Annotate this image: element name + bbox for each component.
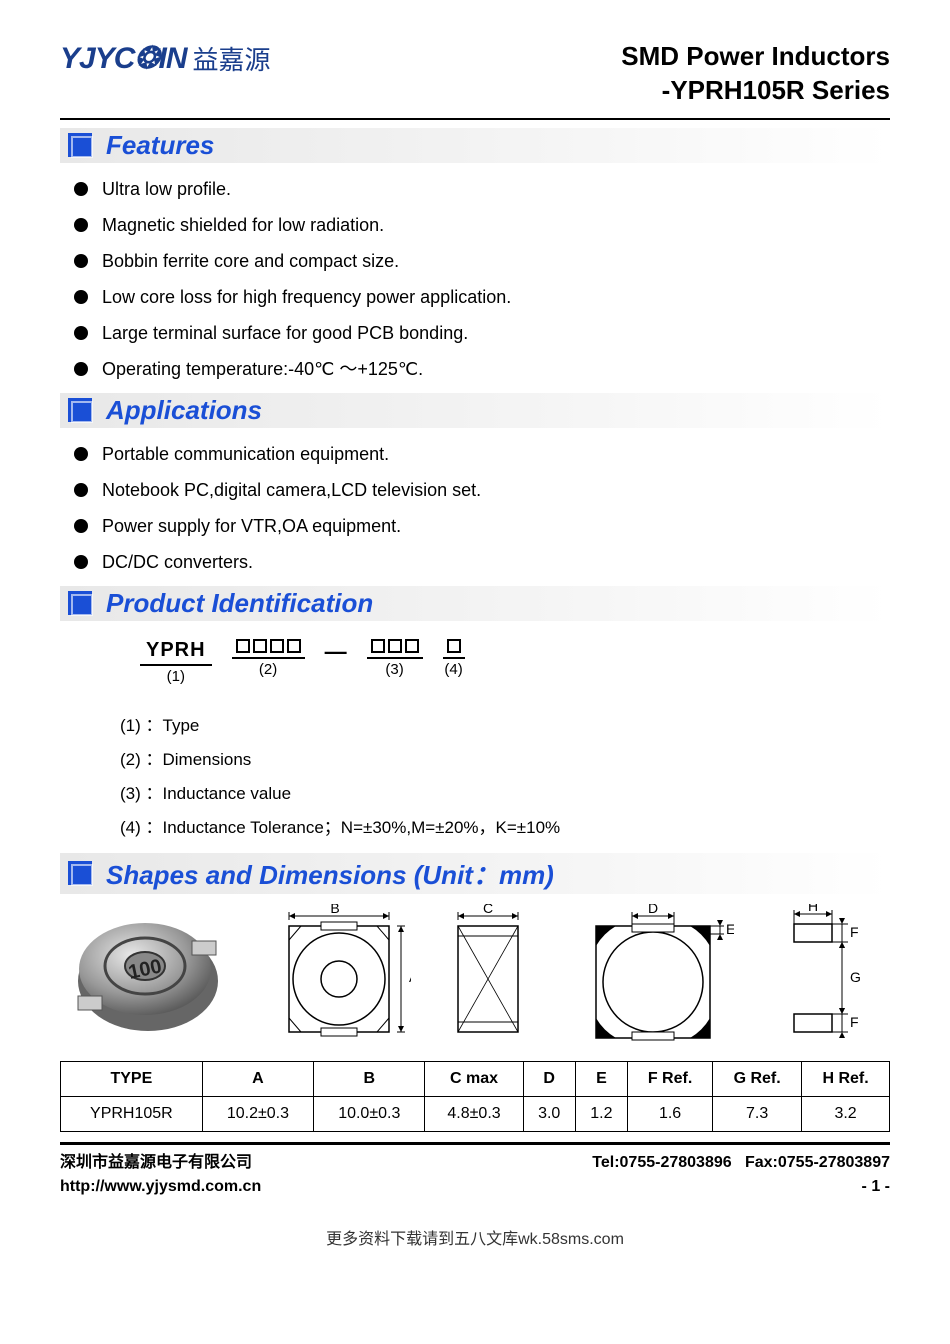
- bottom-note: 更多资料下载请到五八文库wk.58sms.com: [0, 1219, 950, 1255]
- footer-tel: Tel:0755-27803896: [592, 1154, 731, 1171]
- table-header-cell: E: [575, 1061, 627, 1096]
- component-photo: 100: [70, 911, 225, 1041]
- table-header-cell: D: [523, 1061, 575, 1096]
- product-id-legend: (1) ：Type(2) ：Dimensions(3) ：Inductance …: [60, 695, 890, 849]
- diagram-top-view: B A: [261, 904, 411, 1049]
- features-list: Ultra low profile.Magnetic shielded for …: [60, 163, 890, 389]
- diagram-pad-layout: H F F G: [770, 904, 880, 1049]
- square-icon: [68, 133, 92, 157]
- diagram-side-view: C: [448, 904, 538, 1049]
- brand-logo: YJYC❂IN 益嘉源: [60, 40, 271, 77]
- feature-item: Bobbin ferrite core and compact size.: [74, 243, 890, 279]
- page-footer: 深圳市益嘉源电子有限公司 http://www.yjysmd.com.cn Te…: [60, 1149, 890, 1199]
- productid-title: Product Identification: [106, 588, 373, 619]
- footer-page: - 1 -: [592, 1175, 890, 1199]
- pid-legend-item: (1) ：Type: [120, 709, 890, 743]
- doc-title: SMD Power Inductors -YPRH105R Series: [621, 40, 890, 108]
- footer-fax: Fax:0755-27803897: [745, 1154, 890, 1171]
- section-productid-header: Product Identification: [60, 586, 890, 621]
- table-header-cell: A: [202, 1061, 313, 1096]
- table-cell: 10.0±0.3: [314, 1096, 425, 1131]
- table-cell: 3.2: [802, 1096, 890, 1131]
- divider: [60, 1142, 890, 1145]
- section-applications-header: Applications: [60, 393, 890, 428]
- svg-text:F: F: [850, 1014, 859, 1030]
- application-item: Portable communication equipment.: [74, 436, 890, 472]
- table-header-cell: G Ref.: [713, 1061, 802, 1096]
- table-header-cell: C max: [425, 1061, 523, 1096]
- footer-company: 深圳市益嘉源电子有限公司: [60, 1151, 261, 1175]
- pid-legend-item: (3) ：Inductance value: [120, 777, 890, 811]
- feature-item: Low core loss for high frequency power a…: [74, 279, 890, 315]
- table-header-cell: H Ref.: [802, 1061, 890, 1096]
- application-item: Notebook PC,digital camera,LCD televisio…: [74, 472, 890, 508]
- shapes-diagrams: 100 B A C: [60, 894, 890, 1061]
- feature-item: Large terminal surface for good PCB bond…: [74, 315, 890, 351]
- table-header-cell: B: [314, 1061, 425, 1096]
- svg-text:H: H: [808, 904, 818, 914]
- table-header-cell: TYPE: [61, 1061, 203, 1096]
- pid-dash: —: [325, 639, 347, 665]
- title-line2: -YPRH105R Series: [621, 74, 890, 108]
- table-cell: 3.0: [523, 1096, 575, 1131]
- section-shapes-header: Shapes and Dimensions (Unit：mm): [60, 853, 890, 894]
- product-id-diagram: YPRH (1) (2) — (3) (4): [60, 621, 890, 695]
- svg-text:E: E: [726, 921, 734, 937]
- square-icon: [68, 591, 92, 615]
- table-cell: YPRH105R: [61, 1096, 203, 1131]
- svg-text:C: C: [482, 904, 492, 916]
- table-row: YPRH105R10.2±0.310.0±0.34.8±0.33.01.21.6…: [61, 1096, 890, 1131]
- divider: [60, 118, 890, 120]
- title-line1: SMD Power Inductors: [621, 40, 890, 74]
- pid-part4-num: (4): [443, 661, 465, 678]
- svg-text:B: B: [331, 904, 340, 916]
- pid-part2-num: (2): [232, 661, 305, 678]
- svg-text:D: D: [648, 904, 658, 916]
- table-cell: 10.2±0.3: [202, 1096, 313, 1131]
- svg-text:A: A: [409, 969, 411, 985]
- features-title: Features: [106, 130, 214, 161]
- shapes-title: Shapes and Dimensions (Unit：mm): [106, 855, 554, 892]
- logo-cn: 益嘉源: [193, 40, 271, 77]
- square-icon: [68, 398, 92, 422]
- svg-text:G: G: [850, 969, 861, 985]
- section-features-header: Features: [60, 128, 890, 163]
- logo-en: YJYC❂IN: [60, 41, 187, 76]
- table-cell: 7.3: [713, 1096, 802, 1131]
- table-header-cell: F Ref.: [628, 1061, 713, 1096]
- pid-part1-num: (1): [140, 668, 212, 685]
- pid-part3-num: (3): [367, 661, 423, 678]
- dimensions-table: TYPEABC maxDEF Ref.G Ref.H Ref. YPRH105R…: [60, 1061, 890, 1132]
- square-icon: [68, 861, 92, 885]
- feature-item: Operating temperature:-40℃ ～+125℃.: [74, 351, 890, 387]
- diagram-bottom-view: D E: [574, 904, 734, 1049]
- pid-legend-item: (2) ：Dimensions: [120, 743, 890, 777]
- applications-title: Applications: [106, 395, 262, 426]
- pid-legend-item: (4) ：Inductance Tolerance；N=±30%,M=±20%，…: [120, 811, 890, 845]
- pid-part1-label: YPRH: [140, 639, 212, 666]
- feature-item: Magnetic shielded for low radiation.: [74, 207, 890, 243]
- application-item: Power supply for VTR,OA equipment.: [74, 508, 890, 544]
- footer-url: http://www.yjysmd.com.cn: [60, 1175, 261, 1199]
- table-cell: 1.6: [628, 1096, 713, 1131]
- applications-list: Portable communication equipment.Noteboo…: [60, 428, 890, 582]
- svg-text:F: F: [850, 924, 859, 940]
- table-cell: 1.2: [575, 1096, 627, 1131]
- table-cell: 4.8±0.3: [425, 1096, 523, 1131]
- application-item: DC/DC converters.: [74, 544, 890, 580]
- feature-item: Ultra low profile.: [74, 171, 890, 207]
